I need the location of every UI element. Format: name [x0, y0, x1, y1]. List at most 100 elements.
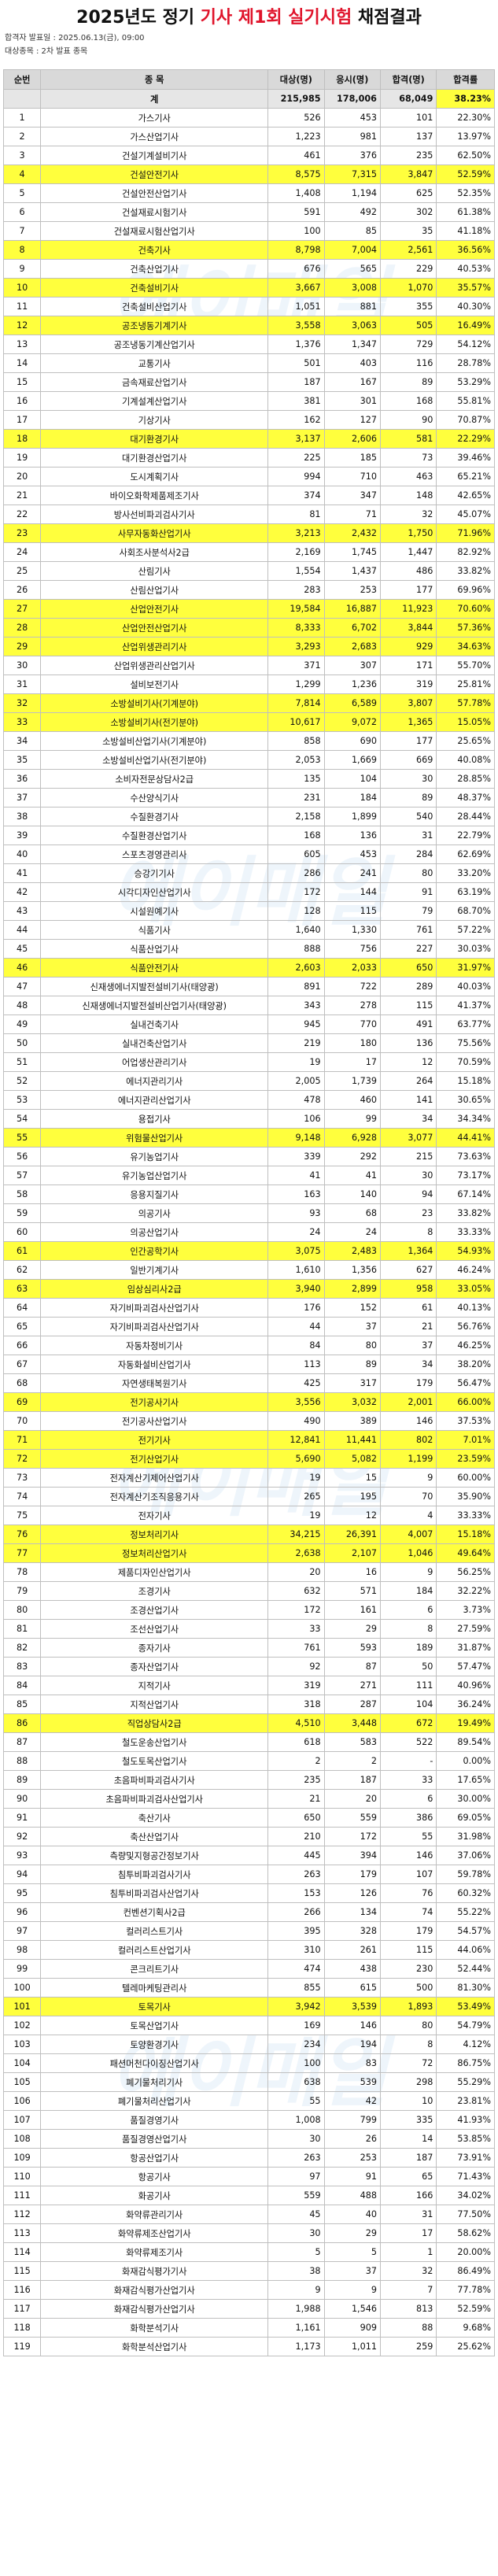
pass-rate: 25.81% [436, 674, 495, 694]
row-no: 97 [2, 1921, 42, 1941]
table-row: 38 수질환경기사 2,158 1,899 540 28.44% [2, 807, 495, 826]
applied-count: 638 [267, 2072, 325, 2092]
applied-count: 945 [267, 1015, 325, 1034]
table-row: 63 임상심리사2급 3,940 2,899 958 33.05% [2, 1279, 495, 1299]
subject-name: 컬러리스트기사 [40, 1921, 269, 1941]
subject-name: 지적기사 [40, 1676, 269, 1695]
applied-count: 19 [267, 1052, 325, 1072]
applied-count: 3,293 [267, 637, 325, 656]
subject-name: 화재감식평가기사 [40, 2261, 269, 2281]
col-tested: 응시(명) [323, 69, 381, 90]
row-no: 111 [2, 2186, 42, 2205]
row-no: 72 [2, 1449, 42, 1469]
table-row: 39 수질환경산업기사 168 136 31 22.79% [2, 826, 495, 845]
row-no: 36 [2, 769, 42, 789]
tested-count: 42 [323, 2091, 381, 2111]
table-row: 30 산업위생관리산업기사 371 307 171 55.70% [2, 656, 495, 675]
subject-name: 품질경영기사 [40, 2110, 269, 2130]
table-row: 72 전기산업기사 5,690 5,082 1,199 23.59% [2, 1449, 495, 1469]
table-row: 65 자기비파괴검사산업기사 44 37 21 56.76% [2, 1317, 495, 1336]
tested-count: 722 [323, 977, 381, 996]
table-row: 78 제품디자인산업기사 20 16 9 56.25% [2, 1562, 495, 1582]
pass-rate: 63.77% [436, 1015, 495, 1034]
applied-count: 44 [267, 1317, 325, 1336]
table-row: 20 도시계획기사 994 710 463 65.21% [2, 467, 495, 486]
table-row: 7 건설재료시험산업기사 100 85 35 41.18% [2, 221, 495, 241]
pass-rate: 55.81% [436, 391, 495, 411]
passed-count: 8 [379, 1619, 437, 1639]
table-row: 103 토양환경기사 234 194 8 4.12% [2, 2035, 495, 2054]
passed-count: 1,365 [379, 712, 437, 732]
table-row: 33 소방설비기사(전기분야) 10,617 9,072 1,365 15.05% [2, 712, 495, 732]
tested-count: 89 [323, 1355, 381, 1374]
passed-count: 4 [379, 1506, 437, 1525]
row-no: 81 [2, 1619, 42, 1639]
row-no: 15 [2, 372, 42, 392]
row-no: 44 [2, 920, 42, 940]
tested-count: 565 [323, 259, 381, 279]
row-no: 92 [2, 1827, 42, 1846]
pass-rate: 33.82% [436, 561, 495, 581]
applied-count: 225 [267, 448, 325, 468]
passed-count: 91 [379, 882, 437, 902]
row-no: 34 [2, 731, 42, 751]
subject-name: 축산기사 [40, 1808, 269, 1828]
subject-name: 도시계획기사 [40, 467, 269, 486]
pass-rate: 82.92% [436, 542, 495, 562]
passed-count: 168 [379, 391, 437, 411]
tested-count: 5,082 [323, 1449, 381, 1469]
tested-count: 1,330 [323, 920, 381, 940]
tested-count: 184 [323, 788, 381, 808]
applied-count: 2,169 [267, 542, 325, 562]
tested-count: 1,194 [323, 183, 381, 203]
passed-count: 215 [379, 1147, 437, 1166]
row-no: 43 [2, 901, 42, 921]
subject-name: 설비보전기사 [40, 674, 269, 694]
passed-count: 146 [379, 1411, 437, 1431]
pass-rate: 28.44% [436, 807, 495, 826]
subject-name: 산업안전산업기사 [40, 618, 269, 638]
passed-count: 115 [379, 1940, 437, 1960]
applied-count: 97 [267, 2167, 325, 2186]
pass-rate: 52.59% [436, 164, 495, 184]
pass-rate: 40.08% [436, 750, 495, 770]
row-no: 41 [2, 863, 42, 883]
table-row: 92 축산산업기사 210 172 55 31.98% [2, 1827, 495, 1846]
row-no: 45 [2, 939, 42, 959]
applied-count: 478 [267, 1090, 325, 1110]
pass-rate: 71.43% [436, 2167, 495, 2186]
passed-count: 298 [379, 2072, 437, 2092]
row-no: 69 [2, 1392, 42, 1412]
table-row: 19 대기환경산업기사 225 185 73 39.46% [2, 448, 495, 468]
passed-count: 32 [379, 504, 437, 524]
applied-count: 1,051 [267, 297, 325, 316]
passed-count: 355 [379, 297, 437, 316]
passed-count: 958 [379, 1279, 437, 1299]
tested-count: 26 [323, 2129, 381, 2149]
pass-rate: 27.59% [436, 1619, 495, 1639]
applied-count: 234 [267, 2035, 325, 2054]
subject-name: 전기공사기사 [40, 1392, 269, 1412]
applied-count: 2,005 [267, 1071, 325, 1091]
applied-count: 650 [267, 1808, 325, 1828]
tested-count: 1,739 [323, 1071, 381, 1091]
tested-count: 91 [323, 2167, 381, 2186]
applied-count: 676 [267, 259, 325, 279]
pass-rate: 7.01% [436, 1430, 495, 1450]
passed-count: 386 [379, 1808, 437, 1828]
tested-count: 85 [323, 221, 381, 241]
pass-rate: 33.20% [436, 863, 495, 883]
table-row: 117 화재감식평가산업기사 1,988 1,546 813 52.59% [2, 2299, 495, 2319]
applied-count: 339 [267, 1147, 325, 1166]
row-no: 22 [2, 504, 42, 524]
applied-count: 106 [267, 1109, 325, 1129]
applied-count: 265 [267, 1487, 325, 1506]
subject-name: 시각디자인산업기사 [40, 882, 269, 902]
tested-count: 41 [323, 1166, 381, 1185]
subject-name: 전기기사 [40, 1430, 269, 1450]
tested-count: 37 [323, 2261, 381, 2281]
tested-count: 2,899 [323, 1279, 381, 1299]
table-row: 95 침투비파괴검사산업기사 153 126 76 60.32% [2, 1883, 495, 1903]
col-applied: 대상(명) [267, 69, 325, 90]
tested-count: 261 [323, 1940, 381, 1960]
